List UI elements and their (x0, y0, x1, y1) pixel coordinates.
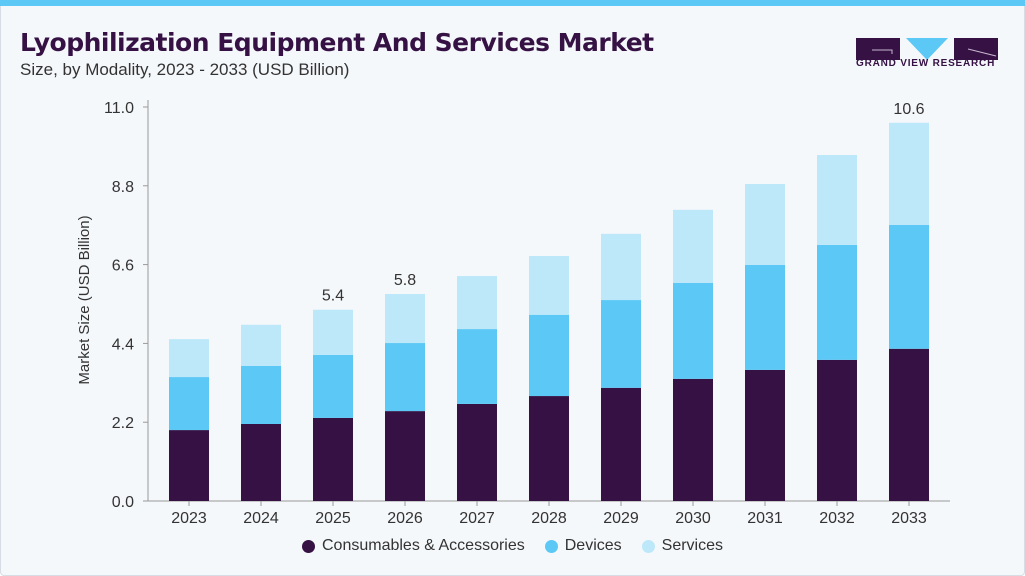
legend-item-services: Services (641, 537, 724, 555)
bar-2025-consumables (313, 417, 353, 501)
bar-2024-services (241, 324, 281, 366)
y-tick-label: 6.6 (112, 258, 134, 275)
bar-2028-devices (529, 314, 569, 397)
legend-swatch (544, 539, 558, 553)
data-label-2025: 5.4 (322, 288, 344, 305)
legend-item-devices: Devices (544, 537, 622, 555)
bar-2028-consumables (529, 396, 569, 501)
data-label-2033: 10.6 (893, 101, 924, 118)
bar-2032-consumables (817, 359, 857, 501)
bar-2032-services (817, 154, 857, 245)
chart-title: Lyophilization Equipment And Services Ma… (20, 28, 654, 57)
bar-2028-services (529, 256, 569, 315)
bar-2027-consumables (457, 403, 497, 501)
bar-2031-consumables (745, 369, 785, 501)
bar-2032-devices (817, 244, 857, 360)
bar-2026-services (385, 293, 425, 344)
x-tick-label: 2023 (171, 510, 207, 527)
x-tick-label: 2031 (747, 510, 783, 527)
x-tick-label: 2030 (675, 510, 711, 527)
legend-swatch (641, 539, 655, 553)
bar-2026-devices (385, 343, 425, 412)
x-tick-label: 2028 (531, 510, 567, 527)
x-tick-label: 2024 (243, 510, 279, 527)
bar-2030-devices (673, 282, 713, 379)
bar-2031-services (745, 184, 785, 265)
y-axis-title: Market Size (USD Billion) (76, 215, 93, 384)
grand-view-research-logo (856, 38, 998, 60)
y-tick-label: 11.0 (104, 100, 134, 117)
legend: Consumables & Accessories Devices Servic… (0, 537, 1025, 555)
y-tick-label: 8.8 (112, 179, 134, 196)
bar-2030-consumables (673, 378, 713, 501)
bar-2031-devices (745, 264, 785, 370)
logo-text: GRAND VIEW RESEARCH (856, 58, 996, 69)
x-tick-label: 2029 (603, 510, 639, 527)
bar-2025-devices (313, 354, 353, 418)
y-tick-label: 2.2 (112, 415, 134, 432)
x-tick-label: 2033 (891, 510, 927, 527)
bar-2023-devices (169, 377, 209, 431)
bar-2033-devices (889, 224, 929, 349)
bar-2033-services (889, 122, 929, 225)
bar-2026-consumables (385, 411, 425, 501)
bar-2024-consumables (241, 423, 281, 501)
legend-item-consumables: Consumables & Accessories (301, 537, 525, 555)
legend-label: Devices (564, 537, 622, 554)
bar-2029-devices (601, 300, 641, 388)
bar-2023-services (169, 339, 209, 378)
bar-2029-consumables (601, 387, 641, 501)
x-tick-label: 2032 (819, 510, 855, 527)
x-tick-label: 2026 (387, 510, 423, 527)
y-tick-label: 0.0 (112, 494, 134, 511)
bar-2024-devices (241, 365, 281, 424)
bar-2023-consumables (169, 430, 209, 501)
legend-swatch (301, 539, 315, 553)
bar-2027-services (457, 276, 497, 330)
legend-label: Services (661, 537, 724, 554)
bar-2025-services (313, 309, 353, 355)
y-tick-label: 4.4 (112, 336, 134, 353)
data-label-2026: 5.8 (394, 272, 416, 289)
legend-label: Consumables & Accessories (321, 537, 525, 554)
bar-2027-devices (457, 329, 497, 404)
x-tick-label: 2027 (459, 510, 495, 527)
bar-2030-services (673, 209, 713, 283)
chart-subtitle: Size, by Modality, 2023 - 2033 (USD Bill… (20, 60, 350, 79)
bar-2033-consumables (889, 348, 929, 501)
accent-bar (0, 0, 1025, 6)
x-tick-label: 2025 (315, 510, 351, 527)
bar-2029-services (601, 233, 641, 301)
